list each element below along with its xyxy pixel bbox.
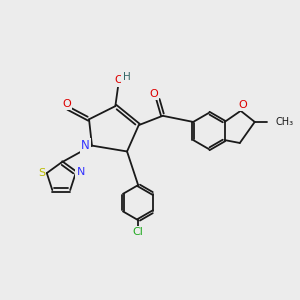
Text: N: N bbox=[77, 167, 85, 177]
Text: H: H bbox=[123, 72, 130, 82]
Text: O: O bbox=[114, 75, 123, 85]
Text: O: O bbox=[149, 88, 158, 99]
Text: O: O bbox=[62, 99, 71, 109]
Text: Cl: Cl bbox=[133, 227, 144, 238]
Text: S: S bbox=[38, 168, 45, 178]
Text: N: N bbox=[81, 139, 90, 152]
Text: O: O bbox=[238, 100, 247, 110]
Text: CH₃: CH₃ bbox=[276, 117, 294, 127]
